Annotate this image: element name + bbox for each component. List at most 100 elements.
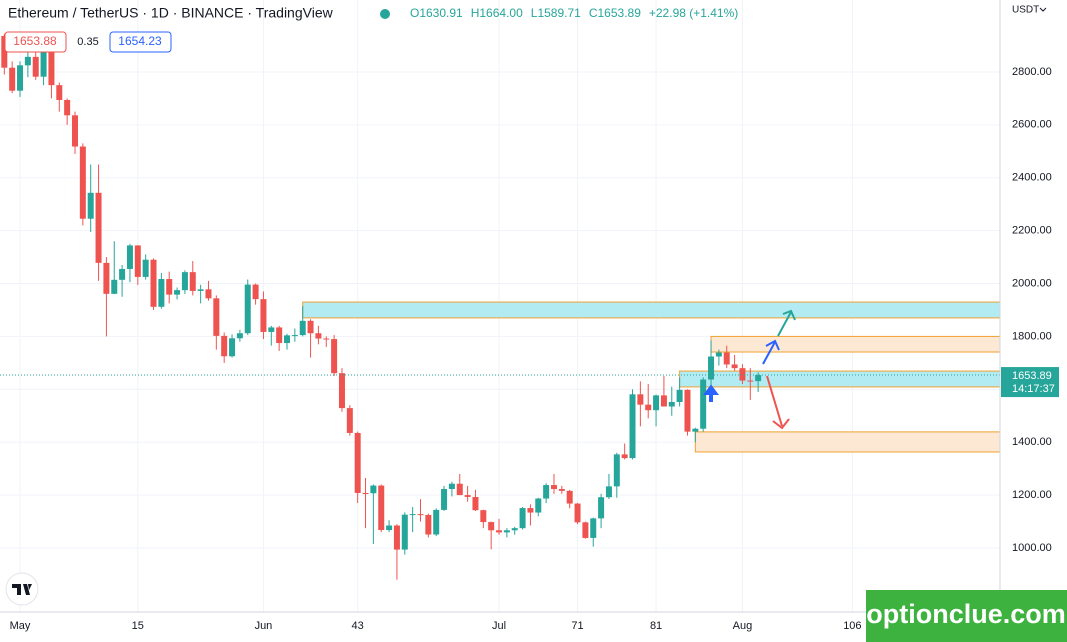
bid-box — [4, 31, 67, 53]
y-tick-label: 2400.00 — [1012, 172, 1052, 184]
candle-body — [653, 395, 660, 411]
last-price-box — [1001, 367, 1059, 398]
countdown: 14:17:37 — [1012, 383, 1055, 395]
candle-body — [150, 259, 157, 307]
candle-body — [425, 514, 432, 535]
candle-body — [550, 485, 557, 490]
candle-body — [24, 56, 31, 66]
candle-body — [496, 530, 503, 533]
candle-body — [629, 394, 636, 459]
candle-body — [574, 503, 581, 523]
candle-body — [558, 489, 565, 491]
candle-body — [480, 510, 487, 523]
candle-body — [386, 525, 393, 531]
candle-body — [448, 483, 455, 490]
zone — [679, 370, 1001, 388]
candle-body — [511, 528, 518, 531]
candle-body — [174, 290, 181, 295]
price-axis — [1000, 0, 1067, 642]
candle-body — [660, 395, 667, 407]
arrow-up-green — [777, 309, 796, 337]
zone — [302, 301, 1001, 319]
header-value: L1589.71 — [531, 6, 581, 20]
candle-body — [535, 498, 542, 513]
candle-body — [166, 279, 173, 295]
candle-body — [464, 495, 471, 497]
candle-body — [417, 514, 424, 516]
ask-box — [109, 31, 172, 53]
header-value: O1630.91 — [410, 6, 463, 20]
x-tick-label: Jun — [255, 620, 273, 632]
candle-body — [48, 50, 55, 86]
currency-chevron[interactable] — [1039, 7, 1047, 12]
candle-body — [126, 245, 133, 269]
candle-body — [723, 352, 730, 365]
candle-body — [252, 284, 259, 300]
chart-title: Ethereum / TetherUS · 1D · BINANCE · Tra… — [8, 5, 334, 21]
tv-logo — [5, 572, 39, 606]
candle-body — [284, 335, 291, 344]
candle-body — [731, 364, 738, 369]
candle-body — [668, 402, 675, 407]
candle-body — [472, 496, 479, 511]
y-tick-label: 1000.00 — [1012, 542, 1052, 554]
candle-body — [605, 486, 612, 498]
candle-body — [189, 272, 196, 291]
candle-body — [134, 245, 141, 277]
candle-body — [95, 192, 102, 263]
candle-body — [9, 67, 16, 91]
ask-price: 1654.23 — [118, 34, 162, 48]
candle-body — [291, 335, 298, 337]
candle-body — [684, 389, 691, 432]
currency: USDT — [1012, 5, 1039, 16]
candle-body — [64, 99, 71, 116]
candle-body — [692, 428, 699, 432]
y-tick-label: 1400.00 — [1012, 436, 1052, 448]
candle-body — [409, 514, 416, 516]
candle-body — [456, 483, 463, 496]
x-tick-label: 106 — [843, 620, 861, 632]
candle-body — [71, 115, 78, 147]
arrow-head — [703, 384, 719, 395]
last-price-label: 1653.89 — [1012, 370, 1052, 382]
candle-body — [370, 485, 377, 494]
candle-body — [299, 320, 306, 336]
candle-body — [236, 333, 243, 339]
candle-body — [331, 339, 338, 374]
candle-body — [1, 35, 8, 68]
candle-body — [111, 279, 118, 294]
candle-body — [142, 259, 149, 277]
spread: 0.35 — [77, 36, 98, 48]
x-tick-label: Aug — [733, 620, 753, 632]
candle-body — [527, 508, 534, 513]
watermark: optionclue.com — [866, 599, 1066, 629]
candle-body — [354, 432, 361, 493]
bid-price: 1653.88 — [13, 34, 57, 48]
candle-body — [276, 327, 283, 344]
candle-body — [543, 485, 550, 499]
candle-body — [103, 262, 110, 294]
zone — [694, 431, 1001, 453]
header-value: H1664.00 — [471, 6, 523, 20]
candle-body — [221, 335, 228, 357]
candle-body — [181, 272, 188, 291]
x-tick-label: 81 — [650, 620, 662, 632]
candle-body — [119, 268, 126, 280]
candle-body — [229, 338, 236, 357]
watermark-box — [866, 590, 1067, 642]
candle-body — [401, 514, 408, 550]
candle-body — [747, 380, 754, 382]
candle-body — [590, 518, 597, 538]
candle-body — [441, 489, 448, 510]
x-tick-label: 15 — [132, 620, 144, 632]
candle-body — [715, 352, 722, 357]
candle-body — [87, 192, 94, 219]
candle-body — [393, 525, 400, 550]
y-tick-label: 2000.00 — [1012, 277, 1052, 289]
candle-body — [637, 394, 644, 405]
candle-body — [323, 338, 330, 340]
arrow-down-red — [766, 375, 790, 430]
candle-body — [621, 454, 628, 459]
y-tick-label: 2200.00 — [1012, 225, 1052, 237]
